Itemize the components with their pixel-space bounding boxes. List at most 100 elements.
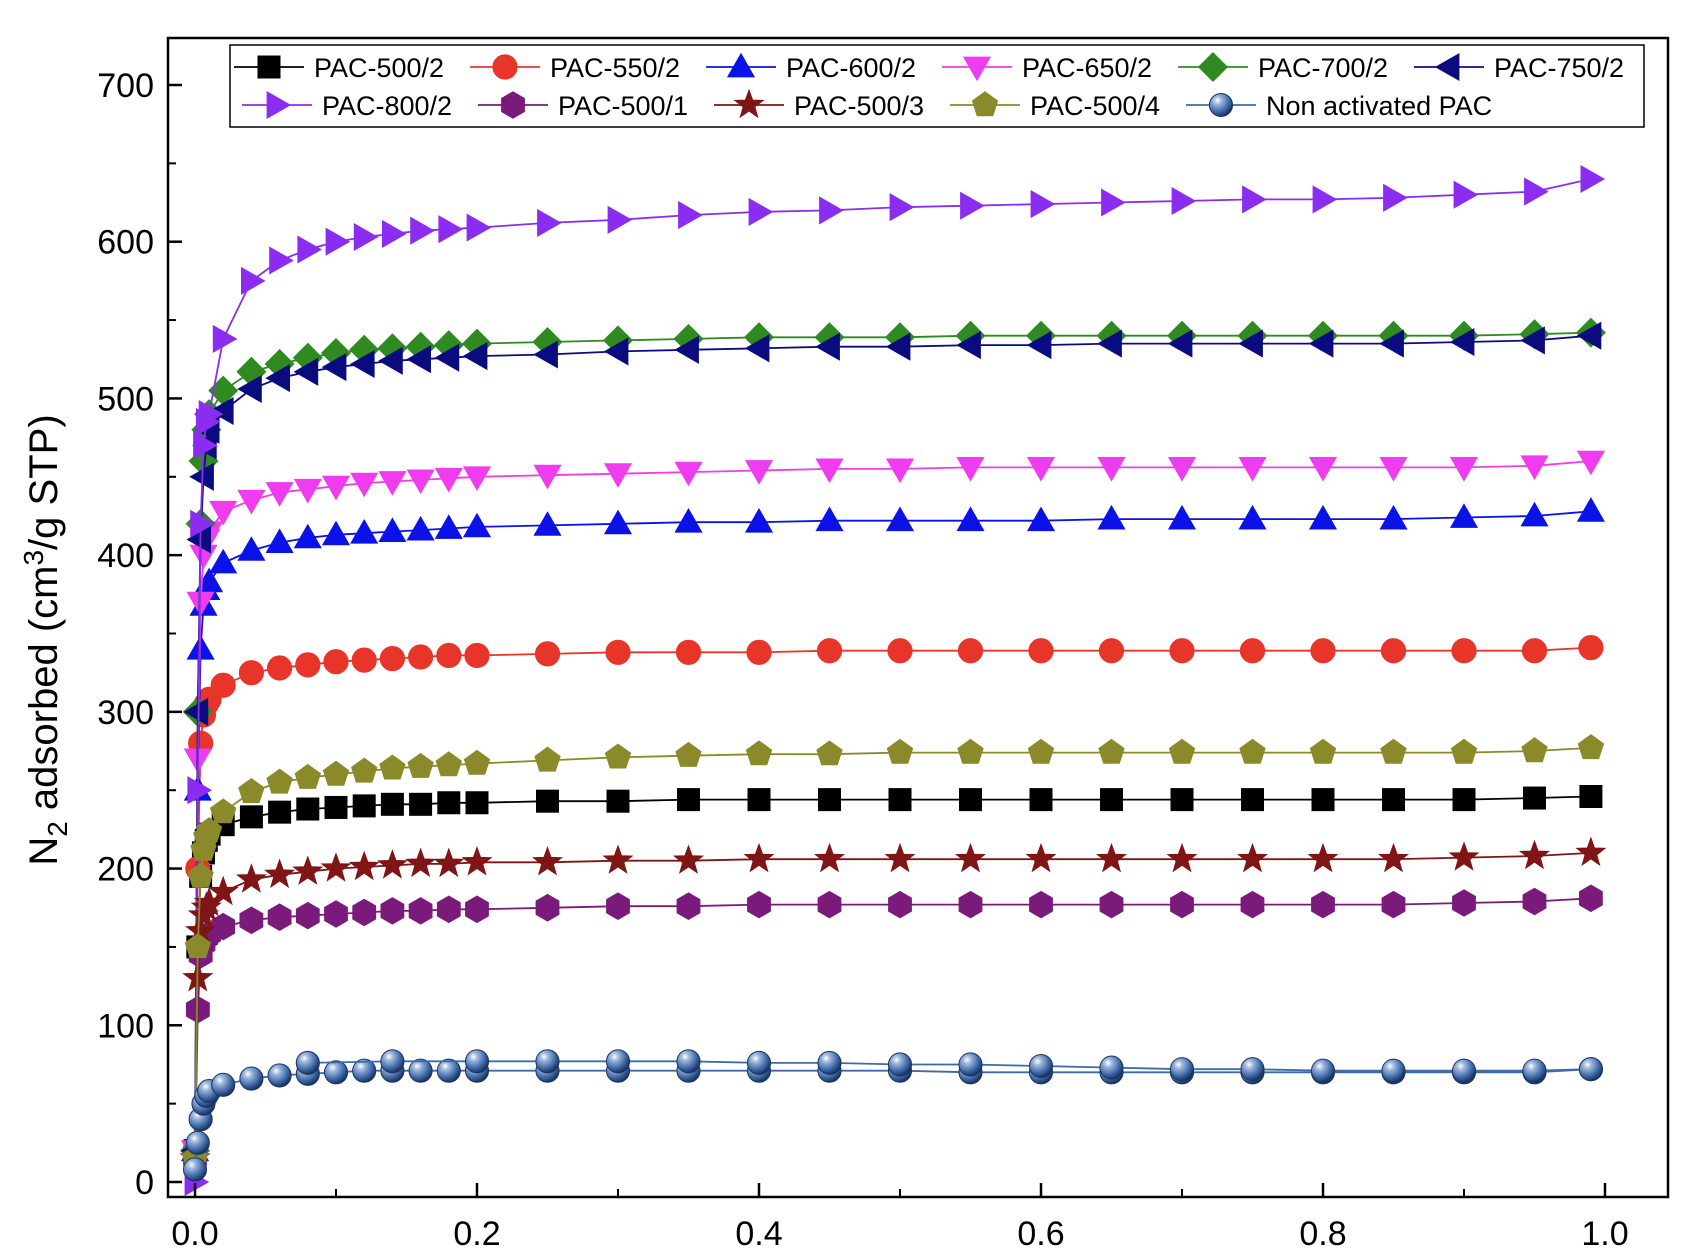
- data-point: [437, 791, 461, 815]
- data-point: [265, 528, 294, 553]
- x-tick-label: 1.0: [1581, 1215, 1628, 1246]
- data-point: [1308, 504, 1338, 530]
- data-point: [1576, 321, 1602, 350]
- data-point: [674, 335, 699, 364]
- y-tick-label: 400: [97, 537, 154, 575]
- data-point: [1240, 1057, 1265, 1082]
- data-point: [815, 332, 840, 361]
- legend-entry: PAC-600/2: [706, 52, 916, 83]
- data-point: [198, 400, 224, 429]
- data-point: [1029, 890, 1053, 919]
- y-tick-label: 500: [97, 380, 154, 418]
- data-point: [378, 471, 407, 496]
- data-point: [1578, 635, 1604, 661]
- data-point: [745, 740, 773, 766]
- legend-entry: PAC-500/2: [234, 53, 444, 83]
- data-point: [602, 844, 634, 874]
- data-point: [889, 193, 915, 222]
- data-point: [239, 906, 264, 935]
- data-point: [816, 638, 843, 664]
- data-point: [267, 655, 293, 681]
- data-point: [239, 1066, 264, 1091]
- data-point: [746, 1050, 772, 1075]
- data-point: [1236, 842, 1269, 873]
- data-point: [886, 738, 914, 764]
- data-point: [324, 900, 348, 928]
- data-point: [408, 1058, 433, 1083]
- data-point: [1377, 842, 1410, 873]
- data-point: [1028, 638, 1054, 664]
- data-point: [268, 800, 292, 824]
- series-line: [194, 1068, 1591, 1170]
- series-pac-500-4: [181, 734, 1605, 1170]
- data-point: [674, 507, 703, 533]
- data-point: [1025, 842, 1057, 873]
- data-point: [1309, 738, 1337, 764]
- data-point: [533, 464, 562, 490]
- legend-marker: [257, 55, 281, 79]
- data-point: [534, 746, 561, 772]
- legend-label: PAC-500/1: [558, 91, 688, 121]
- data-point: [607, 205, 633, 234]
- data-point: [958, 1052, 983, 1077]
- data-point: [676, 892, 701, 920]
- data-point: [295, 901, 320, 930]
- data-point: [465, 791, 489, 815]
- data-point: [885, 332, 911, 361]
- series-line: [194, 178, 1592, 1183]
- data-point: [956, 457, 985, 482]
- y-tick-label: 600: [97, 224, 154, 262]
- data-point: [406, 345, 431, 374]
- data-point: [1380, 638, 1407, 664]
- data-point: [957, 738, 984, 764]
- data-point: [235, 863, 267, 893]
- data-point: [1239, 638, 1266, 664]
- data-point: [407, 752, 434, 778]
- data-point: [959, 788, 982, 812]
- data-point: [746, 639, 772, 665]
- data-point: [265, 482, 294, 507]
- data-point: [1169, 1057, 1195, 1082]
- data-point: [1097, 504, 1126, 530]
- data-point: [1097, 329, 1122, 358]
- data-point: [433, 847, 465, 878]
- legend-marker: [1434, 52, 1460, 82]
- data-point: [464, 1049, 490, 1074]
- data-point: [1379, 504, 1408, 530]
- data-point: [184, 933, 211, 959]
- data-point: [267, 903, 292, 931]
- data-point: [237, 374, 262, 404]
- data-point: [1451, 1058, 1477, 1083]
- legend-label: PAC-750/2: [1494, 53, 1624, 83]
- data-point: [1098, 738, 1125, 764]
- data-point: [237, 536, 266, 561]
- data-point: [182, 1157, 208, 1182]
- data-point: [536, 789, 559, 813]
- series-pac-500-1: [183, 884, 1603, 1173]
- data-point: [1097, 457, 1126, 482]
- data-point: [888, 788, 912, 812]
- legend-marker: [733, 88, 765, 119]
- data-point: [675, 639, 702, 665]
- data-point: [408, 644, 434, 670]
- y-tick-label: 100: [97, 1007, 154, 1045]
- data-point: [378, 346, 403, 375]
- data-point: [1240, 890, 1265, 919]
- legend-entry: PAC-750/2: [1414, 52, 1624, 83]
- data-point: [322, 760, 350, 786]
- x-tick-label: 0.6: [1017, 1215, 1064, 1246]
- data-point: [676, 1049, 701, 1074]
- data-point: [1099, 890, 1124, 919]
- data-point: [324, 795, 348, 819]
- data-point: [1239, 738, 1266, 764]
- data-point: [406, 515, 435, 541]
- series-pac-650-2: [180, 450, 1605, 1165]
- data-point: [183, 697, 209, 726]
- data-point: [352, 898, 377, 927]
- data-point: [292, 855, 324, 885]
- data-point: [678, 201, 703, 230]
- data-point: [1382, 788, 1405, 812]
- data-point: [605, 1049, 631, 1074]
- data-point: [1576, 450, 1605, 476]
- data-point: [237, 489, 266, 515]
